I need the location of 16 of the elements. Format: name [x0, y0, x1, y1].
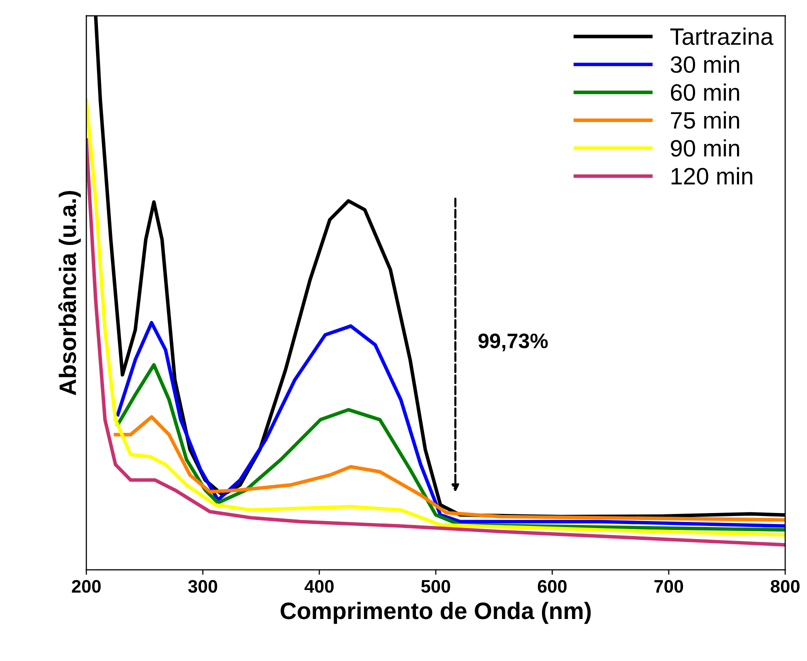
- x-tick-label: 400: [304, 580, 334, 593]
- x-tick-label: 800: [770, 580, 800, 593]
- legend-label: Tartrazina: [670, 28, 774, 46]
- x-tick-label: 600: [538, 580, 567, 593]
- legend-label: 75 min: [670, 111, 740, 129]
- legend-label: 60 min: [670, 83, 740, 101]
- legend-label: 120 min: [672, 167, 752, 185]
- legend-label: 30 min: [670, 56, 740, 73]
- x-tick-label: 200: [72, 580, 101, 593]
- x-axis-title: Comprimento de Onda (nm): [280, 602, 591, 624]
- x-tick-label: 500: [421, 580, 450, 593]
- x-tick-label: 300: [188, 580, 218, 593]
- x-tick-label: 700: [654, 580, 684, 593]
- legend-label: 90 min: [670, 139, 740, 157]
- y-axis-title: Absorbância (u.a.): [58, 191, 81, 396]
- annotation: 99,73%: [478, 334, 548, 352]
